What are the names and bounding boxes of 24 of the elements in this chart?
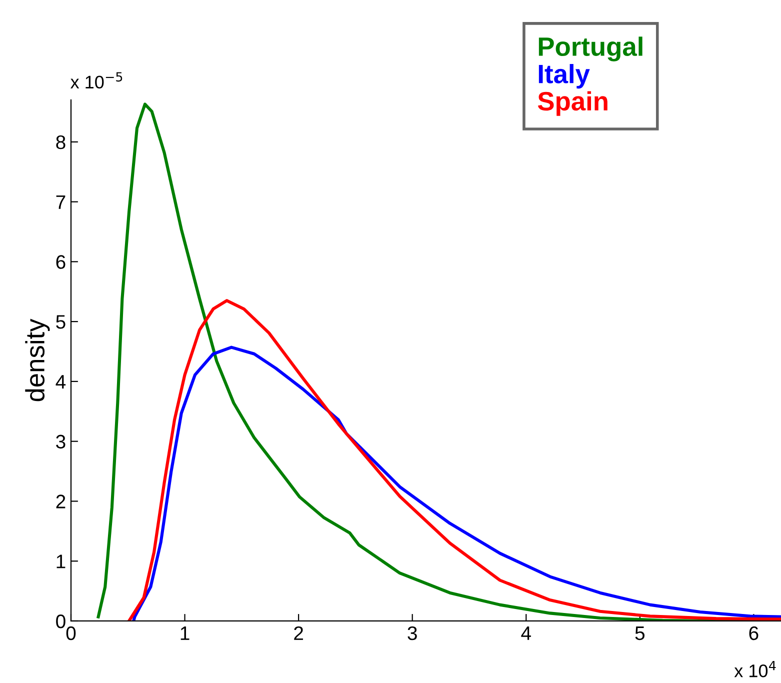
y-tick-label: 1: [56, 554, 66, 568]
x-tick-label: 6: [749, 626, 758, 640]
text: Portugal: [538, 36, 642, 62]
x-tick-label: 5: [635, 626, 644, 640]
x-tick-label: 1: [180, 626, 190, 640]
text: x 10$^{−5}$: [70, 72, 122, 89]
y-tick-label: 0: [56, 614, 66, 628]
x-tick-label: 0: [66, 626, 76, 640]
y-tick-label: 2: [56, 494, 66, 508]
x-tick-label: 3: [408, 626, 417, 640]
x-tick-label: 2: [294, 626, 303, 640]
y-tick-label: 5: [56, 315, 66, 329]
y-tick-label: 7: [56, 195, 66, 209]
text: Spain: [538, 91, 608, 116]
y-tick-label: 3: [56, 434, 66, 449]
y-tick-label: 4: [56, 375, 66, 388]
text: Italy: [538, 64, 590, 89]
line-series: [127, 299, 781, 621]
y-tick-label: 6: [56, 255, 66, 269]
y-axis-title: density: [25, 318, 50, 402]
line-series: [132, 346, 781, 621]
y-tick-label: 8: [56, 135, 66, 150]
x-tick-label: 4: [521, 626, 531, 640]
text: x 10$^{4}$: [734, 660, 776, 678]
